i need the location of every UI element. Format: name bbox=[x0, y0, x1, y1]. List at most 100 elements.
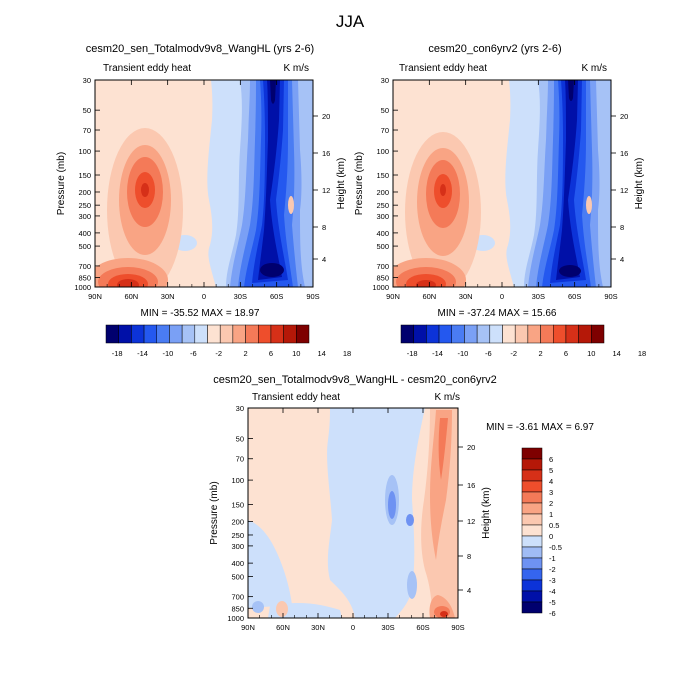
field-contour-neg-7 bbox=[258, 80, 282, 280]
panel-1-units-label: K m/s bbox=[283, 63, 309, 74]
y-axis-right-title: Height (km) bbox=[336, 158, 347, 210]
y-axis-right-title: Height (km) bbox=[634, 158, 645, 210]
height-tick-label: 16 bbox=[322, 149, 330, 158]
colorbar-swatch bbox=[489, 324, 503, 344]
figure-title: JJA bbox=[336, 12, 365, 31]
y-tick-label: 1000 bbox=[74, 283, 91, 292]
colorbar-swatch bbox=[521, 557, 543, 570]
colorbar-label: -2 bbox=[215, 349, 222, 358]
colorbar-label: -18 bbox=[112, 349, 123, 358]
colorbar-label: 14 bbox=[318, 349, 326, 358]
height-tick-label: 12 bbox=[620, 186, 628, 195]
colorbar-swatch bbox=[521, 568, 543, 581]
height-tick-label: 20 bbox=[620, 112, 628, 121]
field-contour-pos-5 bbox=[440, 184, 446, 196]
y-tick-label: 150 bbox=[78, 171, 91, 180]
height-tick-label: 4 bbox=[322, 255, 326, 264]
colorbar-swatch bbox=[521, 601, 543, 614]
colorbar-swatch bbox=[521, 491, 543, 504]
colorbar-swatch bbox=[521, 579, 543, 592]
colorbar-label: 10 bbox=[292, 349, 300, 358]
x-tick-label: 30N bbox=[311, 623, 325, 632]
panel-3-title: cesm20_sen_Totalmodv9v8_WangHL - cesm20_… bbox=[213, 374, 497, 386]
panel-1: cesm20_sen_Totalmodv9v8_WangHL (yrs 2-6)… bbox=[56, 43, 351, 358]
field-contour-neg-7 bbox=[556, 80, 580, 280]
colorbar-swatch bbox=[258, 324, 272, 344]
colorbar-label: 14 bbox=[613, 349, 621, 358]
field-contour-neg-mid-2 bbox=[388, 491, 396, 519]
field-contour-neg-core bbox=[559, 265, 581, 277]
y-tick-label: 200 bbox=[78, 188, 91, 197]
x-tick-label: 90N bbox=[88, 292, 102, 301]
colorbar-swatch bbox=[476, 324, 491, 344]
y-tick-label: 100 bbox=[376, 147, 389, 156]
colorbar-label: 6 bbox=[549, 455, 553, 464]
y-tick-label: 70 bbox=[381, 126, 389, 135]
y-tick-label: 250 bbox=[78, 201, 91, 210]
x-tick-label: 60S bbox=[416, 623, 429, 632]
x-tick-label: 60N bbox=[276, 623, 290, 632]
x-tick-label: 90N bbox=[241, 623, 255, 632]
height-tick-label: 12 bbox=[467, 517, 475, 526]
panel-1-axes: 305070100150200250300400500700850100090N… bbox=[56, 76, 347, 301]
colorbar-label: 0.5 bbox=[549, 521, 559, 530]
colorbar-swatch bbox=[591, 324, 605, 344]
y-tick-label: 500 bbox=[78, 242, 91, 251]
colorbar-label: 6 bbox=[564, 349, 568, 358]
panel-2: cesm20_con6yrv2 (yrs 2-6) Transient eddy… bbox=[354, 43, 646, 358]
colorbar-swatch bbox=[521, 469, 543, 482]
colorbar-label: 5 bbox=[549, 466, 553, 475]
y-tick-label: 500 bbox=[376, 242, 389, 251]
height-tick-label: 8 bbox=[620, 223, 624, 232]
colorbar-label: 18 bbox=[638, 349, 646, 358]
colorbar-label: -10 bbox=[163, 349, 174, 358]
field-contour-pos-bottom-3 bbox=[440, 611, 448, 617]
colorbar-swatch bbox=[413, 324, 427, 344]
y-tick-label: 400 bbox=[78, 229, 91, 238]
x-tick-label: 30S bbox=[234, 292, 247, 301]
y-tick-label: 100 bbox=[78, 147, 91, 156]
height-tick-label: 12 bbox=[322, 186, 330, 195]
colorbar-swatch bbox=[521, 535, 543, 548]
panel-2-axes: 305070100150200250300400500700850100090N… bbox=[354, 76, 645, 301]
panel-3-colorbar: 6 5 4 3 2 1 0.5 0 -0.5 -1 -2 -3 -4 -5 -6 bbox=[521, 447, 562, 618]
y-axis-title: Pressure (mb) bbox=[354, 152, 365, 215]
colorbar-label: -6 bbox=[190, 349, 197, 358]
x-tick-label: 60N bbox=[124, 292, 138, 301]
y-tick-label: 850 bbox=[376, 273, 389, 282]
panel-3-left-label: Transient eddy heat bbox=[252, 392, 340, 403]
colorbar-swatch bbox=[578, 324, 592, 344]
colorbar-swatch bbox=[521, 502, 543, 515]
colorbar-label: -0.5 bbox=[549, 543, 562, 552]
colorbar-swatch bbox=[245, 324, 259, 344]
panel-2-field bbox=[393, 80, 611, 287]
field-contour-pos-left bbox=[276, 601, 288, 617]
colorbar-swatch bbox=[131, 324, 145, 344]
height-tick-label: 20 bbox=[322, 112, 330, 121]
x-tick-label: 90S bbox=[306, 292, 319, 301]
x-tick-label: 0 bbox=[202, 292, 206, 301]
colorbar-label: 0 bbox=[549, 532, 553, 541]
x-tick-label: 0 bbox=[500, 292, 504, 301]
colorbar-label: 18 bbox=[343, 349, 351, 358]
colorbar-swatch bbox=[521, 546, 543, 559]
y-tick-label: 70 bbox=[236, 455, 244, 464]
panel-3-axes: 305070100150200250300400500700850100090N… bbox=[209, 404, 492, 632]
x-tick-label: 90N bbox=[386, 292, 400, 301]
field-contour-pos-5 bbox=[141, 183, 149, 197]
y-tick-label: 1000 bbox=[372, 283, 389, 292]
x-tick-label: 60N bbox=[422, 292, 436, 301]
y-tick-label: 200 bbox=[376, 188, 389, 197]
height-tick-label: 4 bbox=[467, 586, 471, 595]
x-tick-label: 30S bbox=[381, 623, 394, 632]
y-tick-label: 200 bbox=[231, 518, 244, 527]
colorbar-swatch bbox=[156, 324, 170, 344]
colorbar-swatch bbox=[207, 324, 221, 344]
x-tick-label: 30N bbox=[459, 292, 473, 301]
height-tick-label: 4 bbox=[620, 255, 624, 264]
colorbar-label: 2 bbox=[538, 349, 542, 358]
field-contour-neg-left bbox=[248, 520, 292, 608]
x-tick-label: 30N bbox=[161, 292, 175, 301]
panel-1-stats: MIN = -35.52 MAX = 18.97 bbox=[141, 308, 260, 319]
